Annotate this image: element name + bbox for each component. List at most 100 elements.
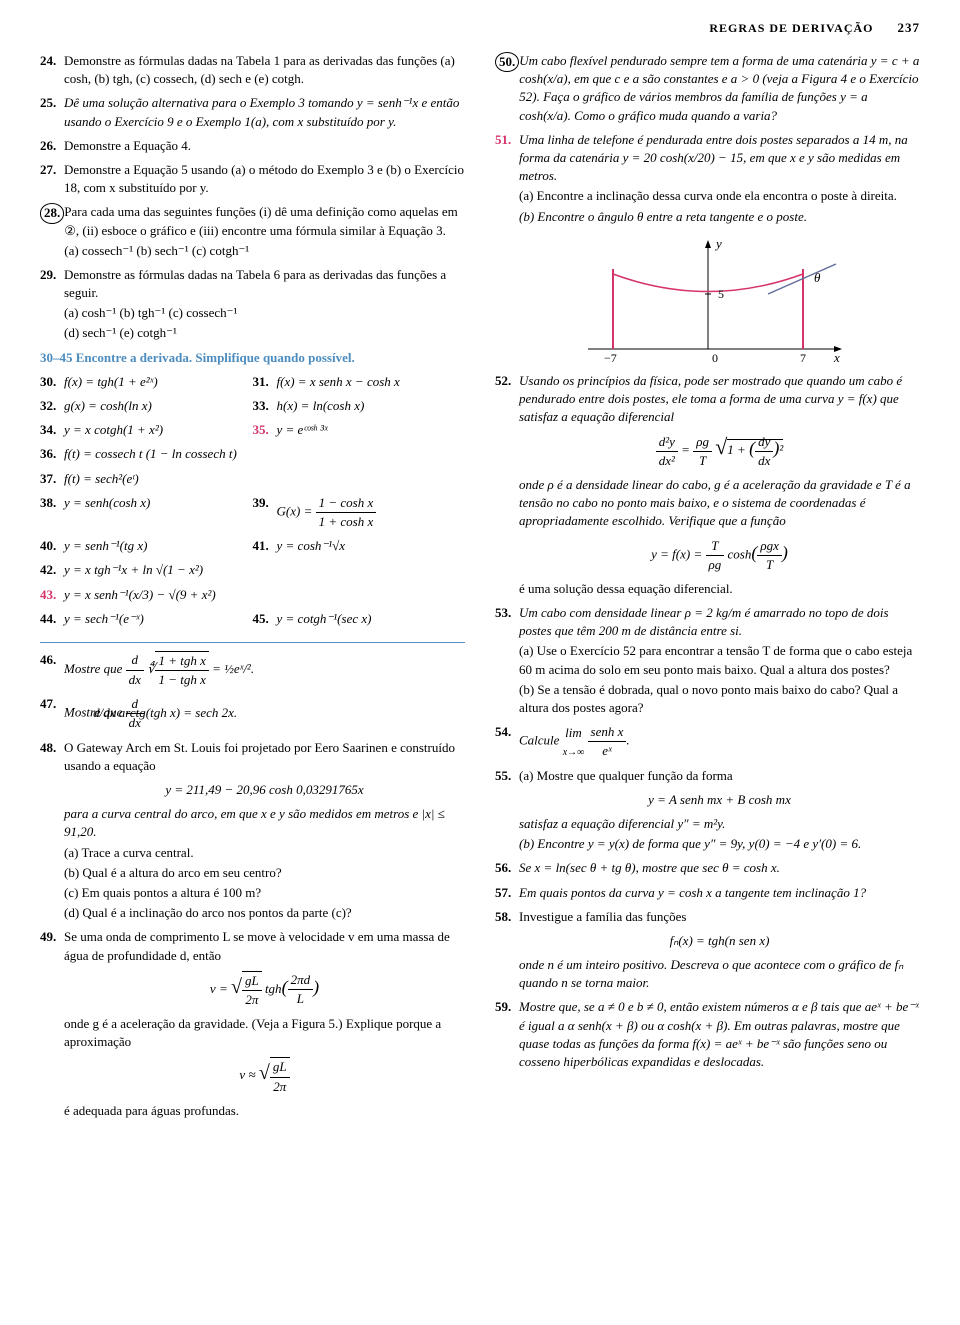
problem-eq: y = x cotgh(1 + x²) <box>64 421 253 439</box>
equation-v: v = √gL2π tgh(2πdL) <box>64 971 465 1009</box>
range-text: 30–45 Encontre a derivada. Simplifique q… <box>40 350 355 365</box>
problem-body: Uma linha de telefone é pendurada entre … <box>519 131 920 226</box>
problem-body: Para cada uma das seguintes funções (i) … <box>64 203 465 260</box>
catenary-chart: θ 5 y x −7 0 7 <box>568 234 848 364</box>
page-number: 237 <box>898 20 921 35</box>
subitem-b: (b) Qual é a altura do arco em seu centr… <box>64 864 465 882</box>
equation-v2: v ≈ √gL2π <box>64 1057 465 1095</box>
problem-body: Demonstre a Equação 4. <box>64 137 465 155</box>
frac-top: 1 − cosh x <box>316 494 377 513</box>
problem-25: 25. Dê uma solução alternativa para o Ex… <box>40 94 465 130</box>
problem-text: Um cabo com densidade linear ρ = 2 kg/m … <box>519 605 889 638</box>
problem-text: O Gateway Arch em St. Louis foi projetad… <box>64 740 455 773</box>
problem-row-38-39: 38.y = senh(cosh x) 39. G(x) = 1 − cosh … <box>40 494 465 537</box>
problem-row-32-33: 32.g(x) = cosh(ln x) 33.h(x) = ln(cosh x… <box>40 397 465 421</box>
problem-body: Investigue a família das funções fₙ(x) =… <box>519 908 920 993</box>
problem-subitems-a: (a) cosh⁻¹ (b) tgh⁻¹ (c) cossech⁻¹ <box>64 304 465 322</box>
lim-sub: x→∞ <box>563 747 585 758</box>
problem-subitems-b: (d) sech⁻¹ (e) cotgh⁻¹ <box>64 324 465 342</box>
frac-d: d <box>126 651 144 670</box>
frac-bot2: L <box>288 990 314 1008</box>
problem-row-30-31: 30.f(x) = tgh(1 + e²ˣ) 31.f(x) = x senh … <box>40 373 465 397</box>
problem-29: 29. Demonstre as fórmulas dadas na Tabel… <box>40 266 465 343</box>
eq-prefix: G(x) = <box>277 503 316 518</box>
circled-number: 50. <box>495 52 519 72</box>
problem-eq: y = eᶜᵒˢʰ ³ˣ <box>277 421 466 439</box>
problem-number: 26. <box>40 137 64 155</box>
problem-body: Mostre que ddx ∜1 + tgh x1 − tgh x = ½eˣ… <box>64 651 465 689</box>
problem-37: 37.f(t) = sech²(eᵗ) <box>40 470 465 488</box>
diff-eq: d²ydx² = ρgT √1 + (dydx)² <box>519 432 920 470</box>
right-column: 50. Um cabo flexível pendurado sempre te… <box>495 52 920 1126</box>
problem-text3: é uma solução dessa equação diferencial. <box>519 581 733 596</box>
tick-7: 7 <box>800 351 806 364</box>
problem-number: 30. <box>40 373 64 391</box>
problem-text2: para a curva central do arco, em que x e… <box>64 805 465 841</box>
problem-number: 37. <box>40 470 64 488</box>
problem-59: 59. Mostre que, se a ≠ 0 e b ≠ 0, então … <box>495 998 920 1071</box>
post: . <box>626 733 629 748</box>
problem-38: 38.y = senh(cosh x) <box>40 494 253 531</box>
problem-number: 39. <box>253 494 277 531</box>
problem-eq: f(x) = tgh(1 + e²ˣ) <box>64 373 253 391</box>
problem-eq: y = x tgh⁻¹x + ln √(1 − x²) <box>64 561 465 579</box>
frac-top: 1 + tgh x <box>155 652 208 671</box>
problem-number: 49. <box>40 928 64 1120</box>
frac-bot: 2π <box>270 1078 290 1096</box>
subitem-b: (b) Encontre y = y(x) de forma que y″ = … <box>519 835 920 853</box>
page-header: REGRAS DE DERIVAÇÃO 237 <box>40 20 920 36</box>
problem-eq: y = cotgh⁻¹(sec x) <box>277 610 466 628</box>
problem-body: Um cabo com densidade linear ρ = 2 kg/m … <box>519 604 920 717</box>
problem-text: Uma linha de telefone é pendurada entre … <box>519 132 908 183</box>
problem-row-40-41: 40.y = senh⁻¹(tg x) 41.y = cosh⁻¹√x <box>40 537 465 561</box>
problem-number: 31. <box>253 373 277 391</box>
problem-text: Para cada uma das seguintes funções (i) … <box>64 204 457 237</box>
problem-body: Em quais pontos da curva y = cosh x a ta… <box>519 884 920 902</box>
text-prefix: Mostre que <box>64 661 126 676</box>
problem-eq: f(t) = sech²(eᵗ) <box>64 470 465 488</box>
y-label: y <box>714 236 722 251</box>
problem-number: 51. <box>495 131 519 226</box>
problem-eq: f(x) = x senh x − cosh x <box>277 373 466 391</box>
theta-label: θ <box>814 270 821 285</box>
problem-number: 56. <box>495 859 519 877</box>
problem-30: 30.f(x) = tgh(1 + e²ˣ) <box>40 373 253 391</box>
problem-text: Demonstre as fórmulas dadas na Tabela 6 … <box>64 267 446 300</box>
problem-40: 40.y = senh⁻¹(tg x) <box>40 537 253 555</box>
subitem-b: (b) Encontre o ângulo θ entre a reta tan… <box>519 208 920 226</box>
problem-body: Mostre que ddx d/dx arctg(tgh x) = sech … <box>64 695 465 732</box>
two-column-layout: 24. Demonstre as fórmulas dadas na Tabel… <box>40 52 920 1126</box>
problem-body: Dê uma solução alternativa para o Exempl… <box>64 94 465 130</box>
frac-top: gL <box>270 1058 290 1077</box>
solution-eq: y = f(x) = Tρg cosh(ρgxT) <box>519 537 920 574</box>
problem-number: 57. <box>495 884 519 902</box>
circled-number: 28. <box>40 203 64 223</box>
tick-0: 0 <box>712 351 718 364</box>
problem-eq: y = cosh⁻¹√x <box>277 537 466 555</box>
problem-number: 36. <box>40 445 64 463</box>
problem-row-44-45: 44.y = sech⁻¹(e⁻ˣ) 45.y = cotgh⁻¹(sec x) <box>40 610 465 634</box>
problem-subitems: (a) cossech⁻¹ (b) sech⁻¹ (c) cotgh⁻¹ <box>64 242 465 260</box>
frac-top: gL <box>242 972 262 991</box>
problem-33: 33.h(x) = ln(cosh x) <box>253 397 466 415</box>
problem-31: 31.f(x) = x senh x − cosh x <box>253 373 466 391</box>
problem-44: 44.y = sech⁻¹(e⁻ˣ) <box>40 610 253 628</box>
problem-number: 54. <box>495 723 519 760</box>
subitem-a: (a) Use o Exercício 52 para encontrar a … <box>519 642 920 678</box>
problem-number: 50. <box>495 52 519 125</box>
problem-56: 56. Se x = ln(sec θ + tg θ), mostre que … <box>495 859 920 877</box>
problem-eq: h(x) = ln(cosh x) <box>277 397 466 415</box>
problem-body: Um cabo flexível pendurado sempre tem a … <box>519 52 920 125</box>
divider <box>40 642 465 643</box>
frac-dx: dx <box>126 671 144 689</box>
subitem-c: (c) Em quais pontos a altura é 100 m? <box>64 884 465 902</box>
problem-39: 39. G(x) = 1 − cosh x1 + cosh x <box>253 494 466 531</box>
problem-eq: y = sech⁻¹(e⁻ˣ) <box>64 610 253 628</box>
problem-body: Demonstre as fórmulas dadas na Tabela 1 … <box>64 52 465 88</box>
rhs: = ½eˣ/². <box>212 661 254 676</box>
equation: fₙ(x) = tgh(n sen x) <box>519 932 920 950</box>
problem-36: 36.f(t) = cossech t (1 − ln cossech t) <box>40 445 465 463</box>
problem-body: Demonstre a Equação 5 usando (a) o métod… <box>64 161 465 197</box>
frac-top: senh x <box>588 723 627 742</box>
problem-eq: y = senh⁻¹(tg x) <box>64 537 253 555</box>
